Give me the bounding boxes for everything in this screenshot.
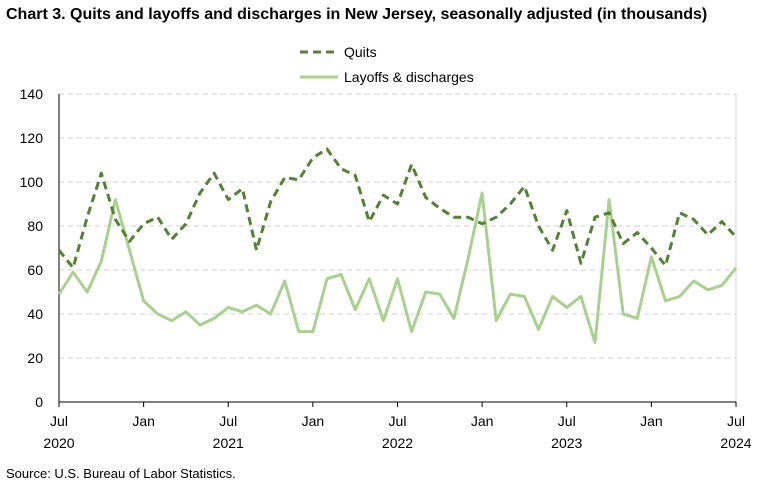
x-tick-label: Jan bbox=[132, 413, 155, 429]
legend-label: Quits bbox=[344, 44, 377, 60]
x-tick-year-label: 2024 bbox=[720, 435, 751, 451]
y-tick-label: 80 bbox=[27, 218, 43, 234]
y-tick-label: 40 bbox=[27, 306, 43, 322]
x-tick-label: Jan bbox=[302, 413, 325, 429]
y-tick-label: 0 bbox=[35, 394, 43, 410]
x-tick-label: Jul bbox=[50, 413, 68, 429]
x-tick-year-label: 2023 bbox=[551, 435, 582, 451]
y-tick-label: 60 bbox=[27, 262, 43, 278]
series-line-quits bbox=[57, 147, 738, 270]
source-note: Source: U.S. Bureau of Labor Statistics. bbox=[6, 466, 236, 481]
x-tick-label: Jan bbox=[640, 413, 663, 429]
x-tick-year-label: 2020 bbox=[43, 435, 74, 451]
x-tick-label: Jul bbox=[389, 413, 407, 429]
y-tick-label: 20 bbox=[27, 350, 43, 366]
chart-title: Chart 3. Quits and layoffs and discharge… bbox=[6, 6, 708, 23]
series-line-layoffs-discharges bbox=[57, 191, 738, 345]
x-tick-year-label: 2021 bbox=[213, 435, 244, 451]
y-tick-label: 120 bbox=[20, 130, 44, 146]
y-tick-label: 140 bbox=[20, 86, 44, 102]
x-tick-label: Jan bbox=[471, 413, 494, 429]
legend-label: Layoffs & discharges bbox=[344, 69, 474, 85]
x-tick-label: Jul bbox=[558, 413, 576, 429]
x-tick-year-label: 2022 bbox=[382, 435, 413, 451]
y-tick-label: 100 bbox=[20, 174, 44, 190]
x-tick-label: Jul bbox=[727, 413, 745, 429]
x-tick-label: Jul bbox=[219, 413, 237, 429]
